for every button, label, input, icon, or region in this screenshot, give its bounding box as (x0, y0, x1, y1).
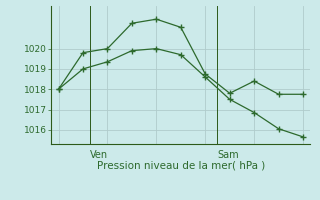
Text: Sam: Sam (218, 150, 239, 160)
X-axis label: Pression niveau de la mer( hPa ): Pression niveau de la mer( hPa ) (97, 161, 265, 171)
Text: Ven: Ven (90, 150, 108, 160)
